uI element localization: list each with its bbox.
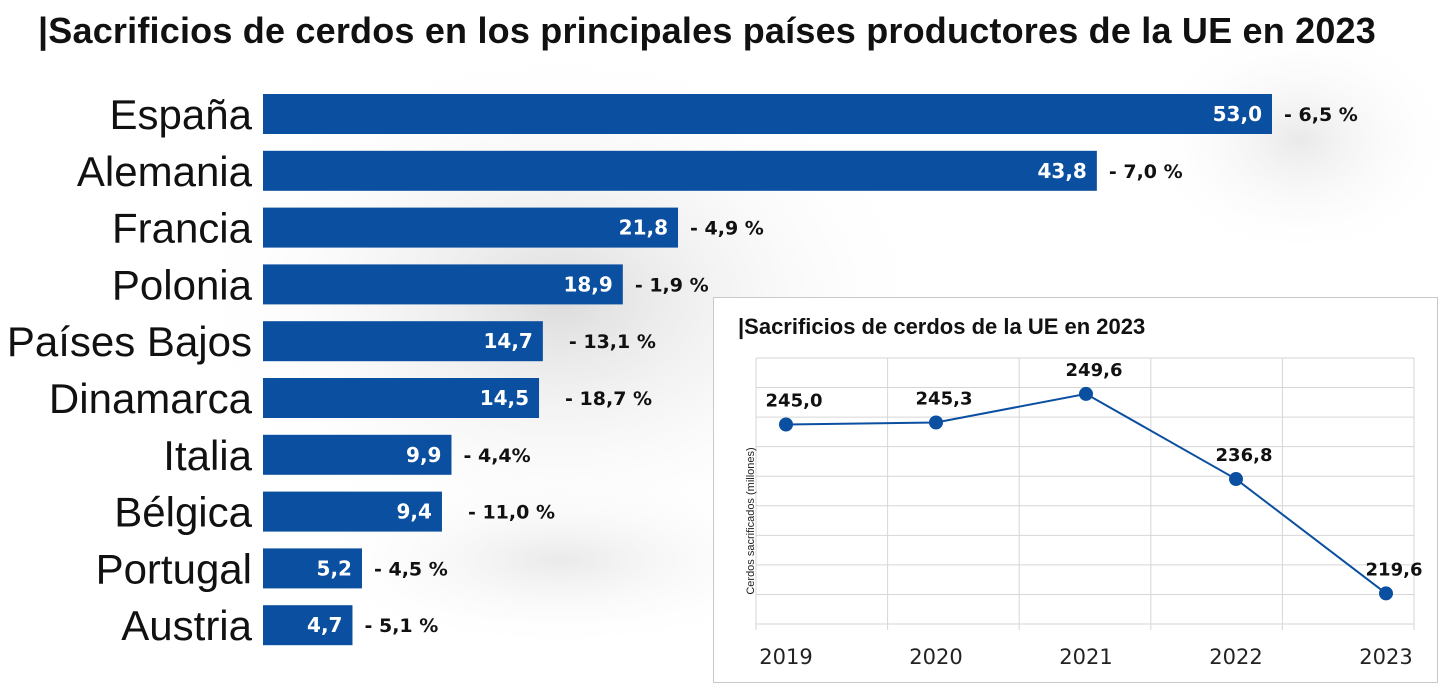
line-chart: Cerdos sacrificados (millones) 245,0 2019 2… <box>745 357 1423 669</box>
bar-value-label: 53,0 <box>1213 102 1262 126</box>
bar-value-label: 14,7 <box>483 329 532 353</box>
data-point-label: 236,8 <box>1216 445 1273 466</box>
bar-change-label: - 18,7 % <box>565 388 652 410</box>
bar-value-label: 14,5 <box>480 386 529 410</box>
bar <box>263 491 442 532</box>
country-label: Dinamarca <box>49 375 253 422</box>
bar <box>263 378 540 418</box>
inset-line-chart-panel: |Sacrificios de cerdos de la UE en 2023 … <box>713 297 1438 683</box>
bar-value-label: 18,9 <box>563 272 612 296</box>
data-point-label: 245,3 <box>916 389 973 410</box>
data-point <box>1229 472 1243 487</box>
bar-value-label: 9,4 <box>397 500 432 524</box>
bar-change-label: - 6,5 % <box>1284 104 1358 126</box>
bar-change-label: - 4,9 % <box>690 218 764 240</box>
bar-change-label: - 11,0 % <box>468 502 555 524</box>
bar <box>263 605 353 646</box>
country-label: Italia <box>163 432 252 479</box>
bar <box>263 264 623 305</box>
bar-change-label: - 1,9 % <box>635 274 709 296</box>
x-tick-label: 2019 <box>759 645 812 669</box>
bar <box>263 321 543 362</box>
data-point <box>1379 586 1393 601</box>
bar <box>263 548 362 589</box>
bar-value-label: 21,8 <box>619 216 668 240</box>
data-point <box>1079 386 1093 401</box>
data-point-label: 245,0 <box>766 391 823 412</box>
country-label: Francia <box>112 205 253 252</box>
x-tick-label: 2020 <box>909 645 962 669</box>
data-point-label: 249,6 <box>1066 360 1123 381</box>
x-tick-label: 2021 <box>1059 645 1112 669</box>
x-tick-label: 2022 <box>1209 645 1262 669</box>
country-label: Portugal <box>96 545 252 592</box>
data-point <box>929 415 943 430</box>
bar <box>263 207 679 248</box>
bar-value-label: 9,9 <box>406 443 441 467</box>
country-label: Países Bajos <box>7 318 252 365</box>
country-label: Austria <box>121 602 252 649</box>
bar-change-label: - 4,5 % <box>374 558 448 580</box>
chart-title: |Sacrificios de cerdos en los principale… <box>38 10 1376 51</box>
data-point-label: 219,6 <box>1366 559 1423 580</box>
y-axis-label: Cerdos sacrificados (millones) <box>745 447 757 594</box>
bar-change-label: - 7,0 % <box>1109 161 1183 183</box>
bar <box>263 434 452 475</box>
country-label: España <box>110 91 253 138</box>
bar-value-label: 4,7 <box>307 613 342 637</box>
country-label: Alemania <box>77 148 253 195</box>
country-label: Polonia <box>112 261 253 308</box>
bar-value-label: 43,8 <box>1037 159 1086 183</box>
country-label: Bélgica <box>114 489 252 536</box>
series-line <box>785 392 1387 595</box>
bar <box>263 94 1272 134</box>
bar-change-label: - 13,1 % <box>569 331 656 353</box>
data-point <box>779 417 793 432</box>
inset-chart-title: |Sacrificios de cerdos de la UE en 2023 <box>738 314 1146 339</box>
bar-change-label: - 4,4% <box>463 445 530 467</box>
bar <box>263 150 1097 191</box>
bar-value-label: 5,2 <box>317 556 352 580</box>
x-tick-label: 2023 <box>1359 645 1412 669</box>
bar-change-label: - 5,1 % <box>364 615 438 637</box>
